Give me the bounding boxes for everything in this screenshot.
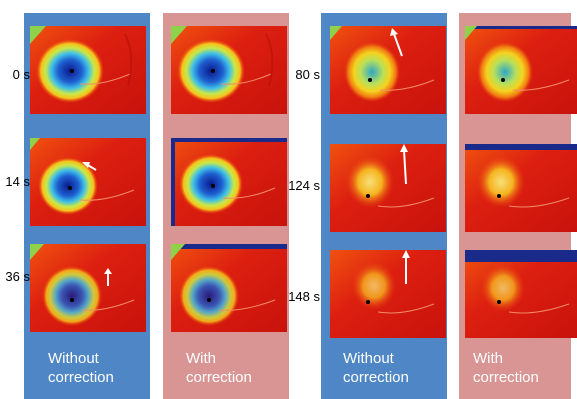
time-label-124: 124 s [288, 178, 320, 193]
time-label-148: 148 s [288, 289, 320, 304]
caption-without-correction-left: Without correction [48, 350, 114, 386]
thermal-image-14s-with [171, 138, 287, 226]
thermal-image-14s-without [30, 138, 146, 226]
thermal-image-148s-without [330, 250, 446, 338]
thermal-image-80s-with [465, 26, 577, 114]
thermal-image-0s-without [30, 26, 146, 114]
time-label-0: 0 s [12, 67, 30, 82]
thermal-image-36s-with [171, 244, 287, 332]
caption-with-correction-right: With correction [473, 350, 539, 386]
time-label-14: 14 s [5, 174, 30, 189]
thermal-image-36s-without [30, 244, 146, 332]
time-label-36: 36 s [5, 269, 30, 284]
thermal-image-124s-with [465, 144, 577, 232]
thermal-image-124s-without [330, 144, 446, 232]
thermal-image-80s-without [330, 26, 446, 114]
time-label-80: 80 s [295, 67, 320, 82]
thermal-image-0s-with [171, 26, 287, 114]
caption-without-correction-right: Without correction [343, 350, 409, 386]
motion-arrow-icon [82, 162, 90, 168]
caption-with-correction-left: With correction [186, 350, 252, 386]
thermal-image-148s-with [465, 250, 577, 338]
